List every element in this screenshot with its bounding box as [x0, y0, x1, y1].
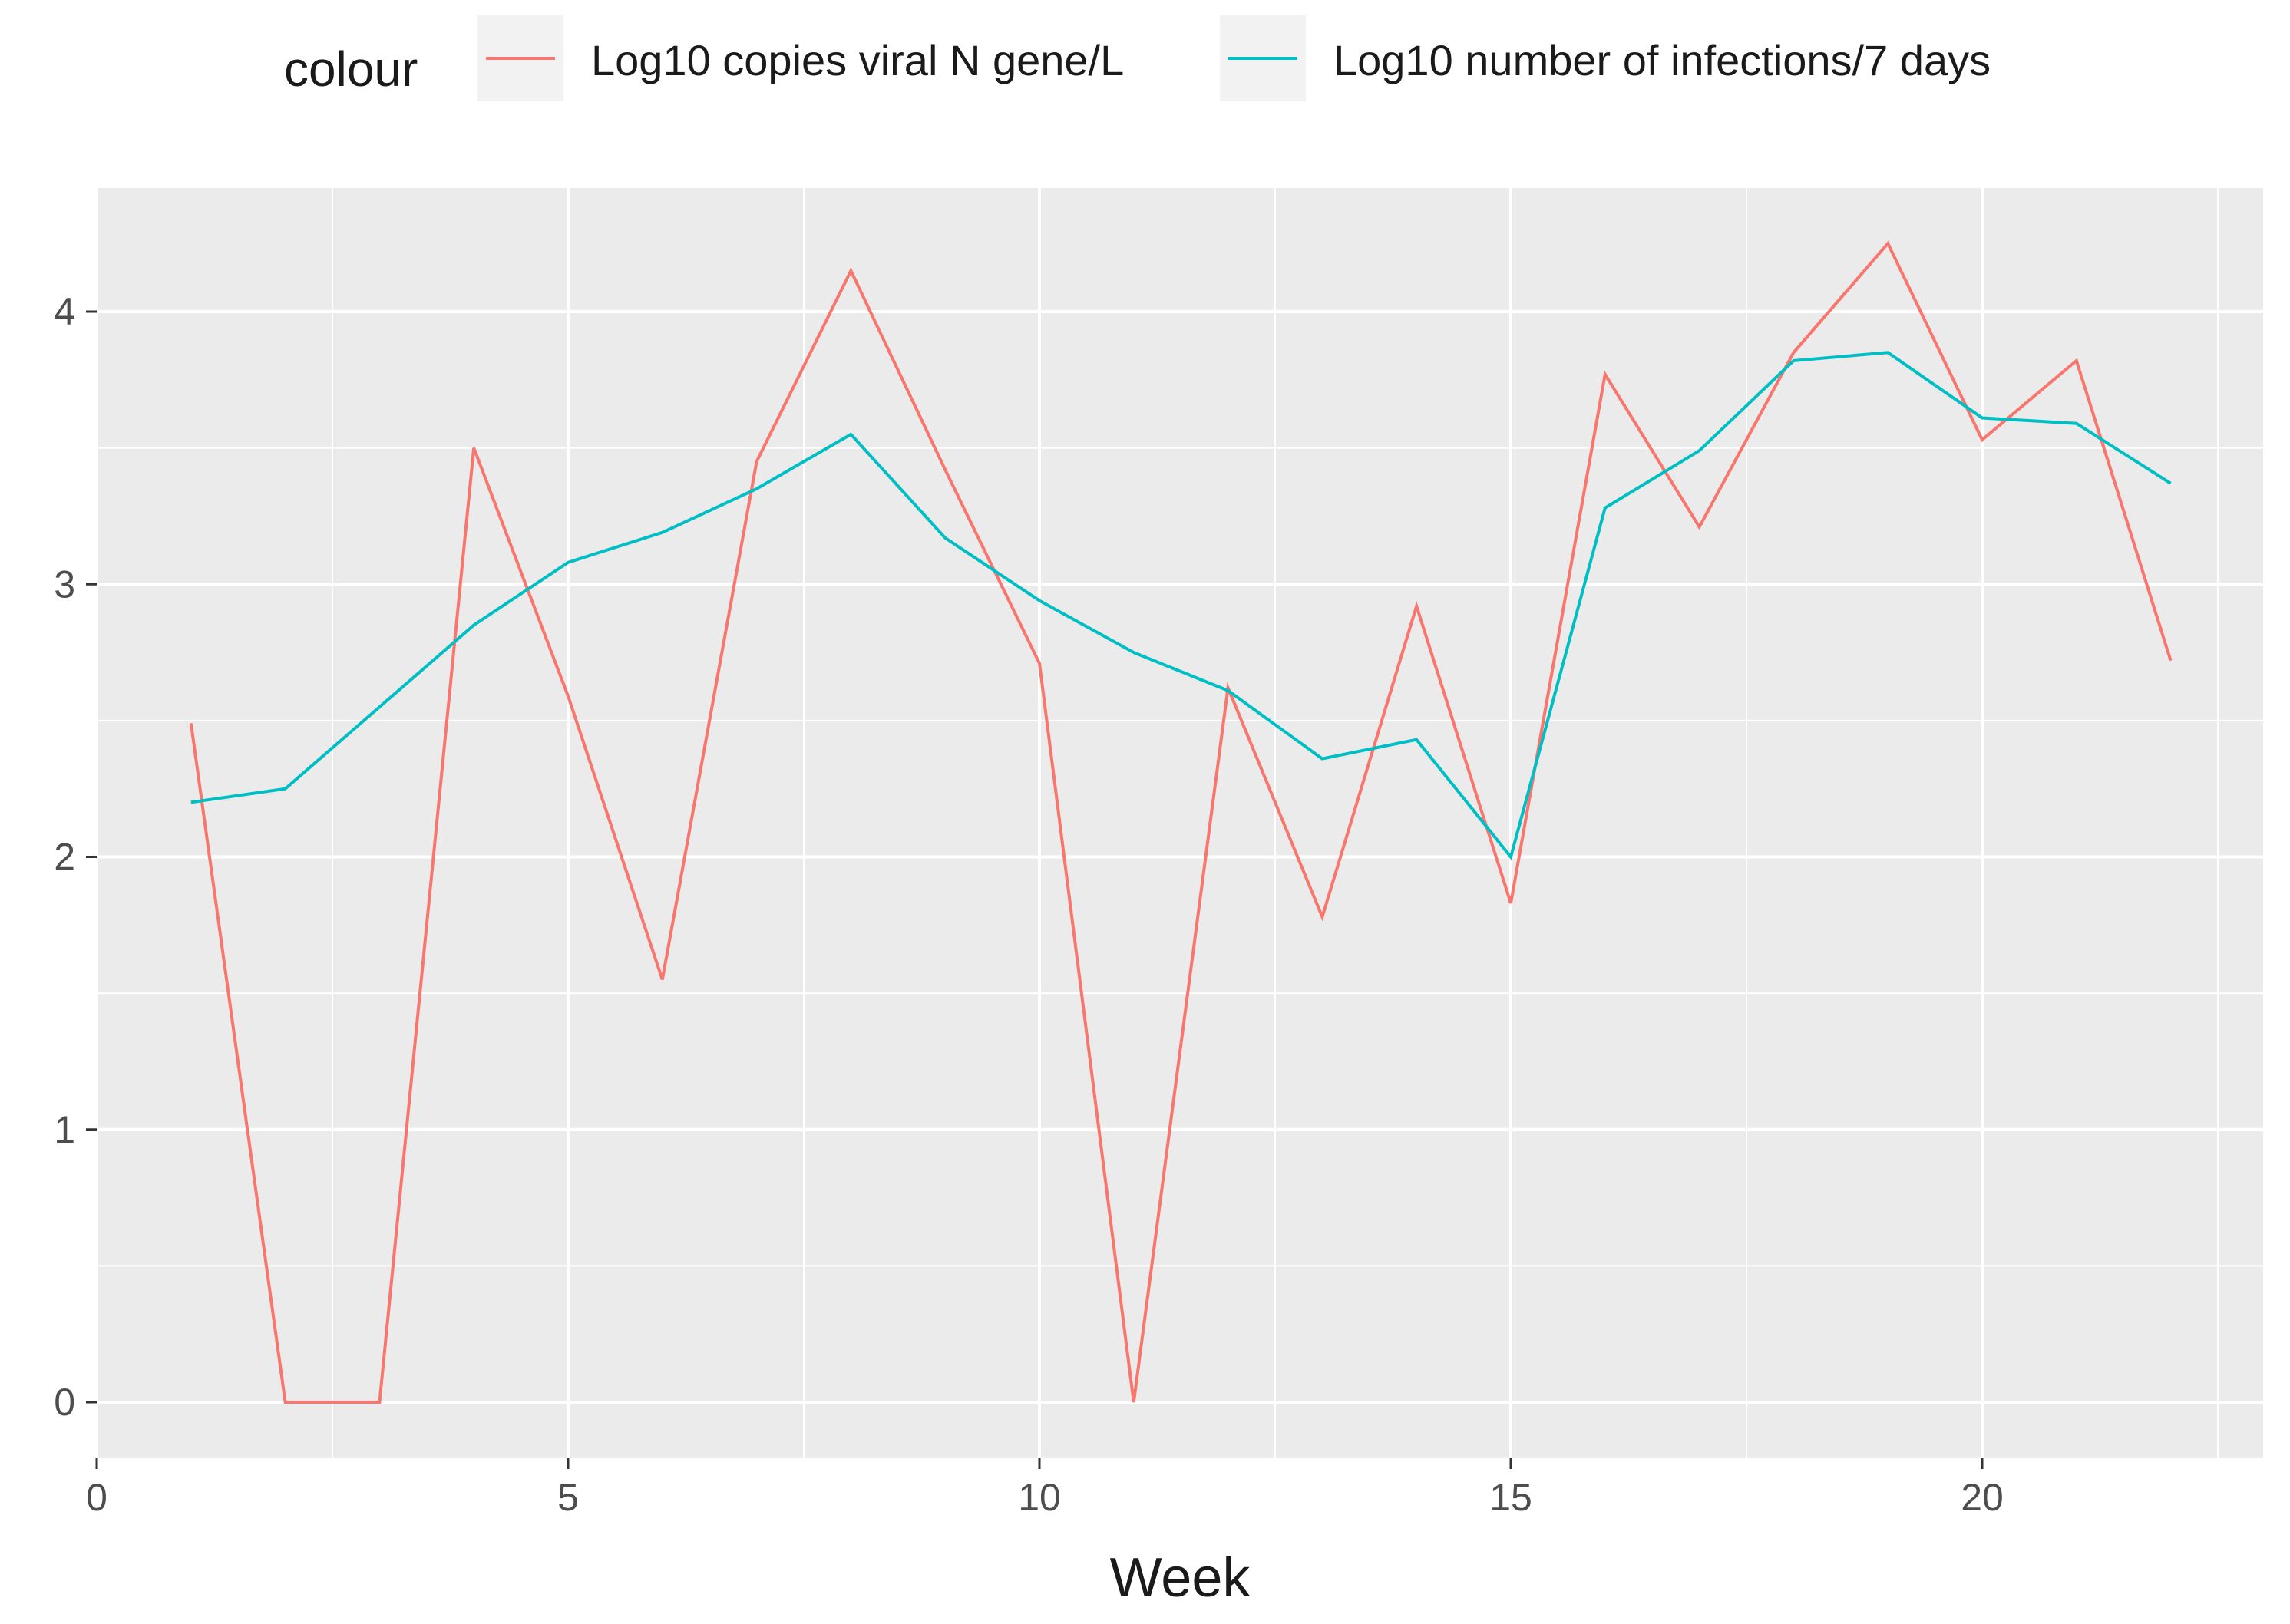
x-tick-label: 15 — [1489, 1476, 1532, 1519]
legend: colour Log10 copies viral N gene/L Log10 … — [284, 15, 1991, 101]
legend-label-2: Log10 number of infections/7 days — [1333, 36, 1991, 84]
y-tick-label: 0 — [54, 1381, 75, 1424]
x-axis: 0 5 10 15 20 — [86, 1458, 2004, 1519]
x-axis-title: Week — [1110, 1547, 1251, 1609]
x-tick-label: 5 — [557, 1476, 579, 1519]
x-tick-label: 0 — [86, 1476, 107, 1519]
y-tick-label: 3 — [54, 563, 75, 606]
series-line-1 — [189, 240, 2173, 1404]
grid-major — [95, 188, 2263, 1458]
series-layer — [189, 240, 2173, 1404]
y-tick-label: 4 — [54, 290, 75, 333]
legend-title: colour — [284, 41, 418, 97]
grid-minor — [97, 174, 2263, 1458]
y-tick-label: 1 — [54, 1108, 75, 1151]
plot-panel — [97, 188, 2263, 1458]
y-axis: 0 1 2 3 4 — [54, 290, 97, 1424]
x-tick-label: 10 — [1018, 1476, 1061, 1519]
legend-label-1: Log10 copies viral N gene/L — [591, 36, 1124, 84]
y-tick-label: 2 — [54, 836, 75, 879]
series-line-2 — [190, 351, 2172, 860]
legend-items: Log10 copies viral N gene/L Log10 number … — [477, 15, 1991, 101]
x-tick-label: 20 — [1961, 1476, 2004, 1519]
